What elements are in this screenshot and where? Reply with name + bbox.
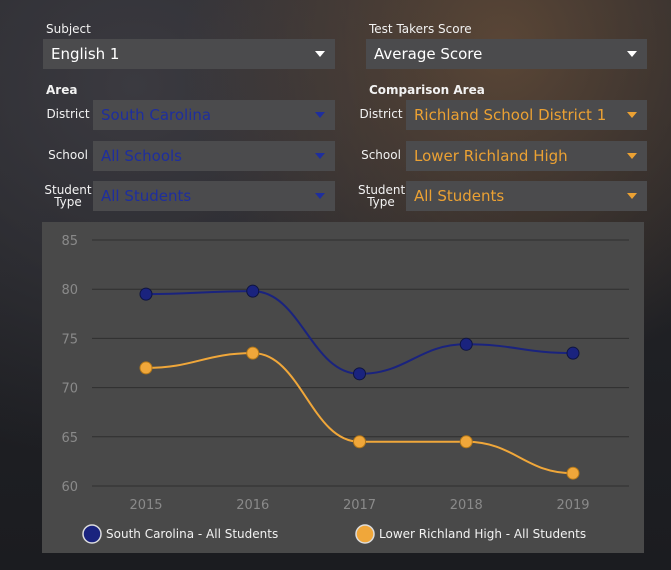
chevron-down-icon — [315, 51, 325, 57]
chevron-down-icon — [627, 153, 637, 159]
area-school-label: School — [48, 148, 88, 162]
legend-label: Lower Richland High - All Students — [379, 527, 586, 541]
area-district-value: South Carolina — [101, 106, 212, 124]
legend-marker — [355, 524, 375, 544]
y-tick-label: 75 — [61, 332, 78, 347]
y-tick-label: 80 — [61, 283, 78, 298]
x-tick-label: 2017 — [343, 498, 376, 513]
data-point — [353, 367, 366, 381]
line-chart: 60 65 70 75 80 85 2015 2016 2017 2018 2019 South Ca… — [61, 234, 629, 544]
chevron-down-icon — [315, 153, 325, 159]
comparison-school-label: School — [361, 148, 401, 162]
area-student-type-label: Student Type — [44, 183, 92, 209]
subject-value: English 1 — [51, 45, 120, 63]
comparison-district-select[interactable]: Richland School District 1 — [406, 100, 647, 130]
area-title: Area — [46, 83, 78, 97]
area-district-label: District — [46, 107, 90, 121]
comparison-area-title: Comparison Area — [369, 83, 485, 97]
series-line — [145, 290, 574, 375]
area-school-value: All Schools — [101, 147, 182, 165]
comparison-school-value: Lower Richland High — [414, 147, 568, 165]
data-point — [139, 287, 153, 301]
y-tick-label: 65 — [61, 431, 78, 446]
y-tick-label: 85 — [61, 234, 78, 249]
area-student-type-select[interactable]: All Students — [93, 181, 335, 211]
data-point — [566, 346, 580, 360]
subject-label: Subject — [46, 22, 91, 36]
y-tick-label: 70 — [61, 382, 78, 397]
area-student-type-value: All Students — [101, 187, 192, 205]
comparison-student-type-select[interactable]: All Students — [406, 181, 647, 211]
score-value: Average Score — [374, 45, 483, 63]
x-tick-label: 2016 — [236, 498, 269, 513]
data-point — [139, 361, 153, 375]
comparison-student-type-value: All Students — [414, 187, 505, 205]
comparison-school-select[interactable]: Lower Richland High — [406, 141, 647, 171]
legend-label: South Carolina - All Students — [106, 527, 278, 541]
chart-panel: 60 65 70 75 80 85 2015 2016 2017 2018 2019 South Ca… — [42, 222, 644, 553]
data-point — [353, 435, 366, 449]
data-point — [246, 346, 260, 360]
comparison-district-label: District — [359, 107, 403, 121]
x-tick-label: 2019 — [556, 498, 589, 513]
area-district-select[interactable]: South Carolina — [93, 100, 335, 130]
subject-select[interactable]: English 1 — [43, 39, 335, 69]
data-point — [459, 435, 473, 449]
chevron-down-icon — [315, 112, 325, 118]
chevron-down-icon — [627, 193, 637, 199]
chevron-down-icon — [315, 193, 325, 199]
data-point — [459, 337, 473, 351]
score-select[interactable]: Average Score — [366, 39, 647, 69]
chevron-down-icon — [627, 112, 637, 118]
data-point — [566, 466, 580, 480]
x-tick-label: 2015 — [129, 498, 162, 513]
x-tick-label: 2018 — [450, 498, 483, 513]
comparison-district-value: Richland School District 1 — [414, 106, 607, 124]
area-school-select[interactable]: All Schools — [93, 141, 335, 171]
score-label: Test Takers Score — [369, 22, 472, 36]
comparison-student-type-label: Student Type — [358, 183, 406, 209]
data-point — [246, 284, 260, 298]
chevron-down-icon — [627, 51, 637, 57]
legend-marker — [82, 524, 102, 544]
y-tick-label: 60 — [61, 480, 78, 495]
